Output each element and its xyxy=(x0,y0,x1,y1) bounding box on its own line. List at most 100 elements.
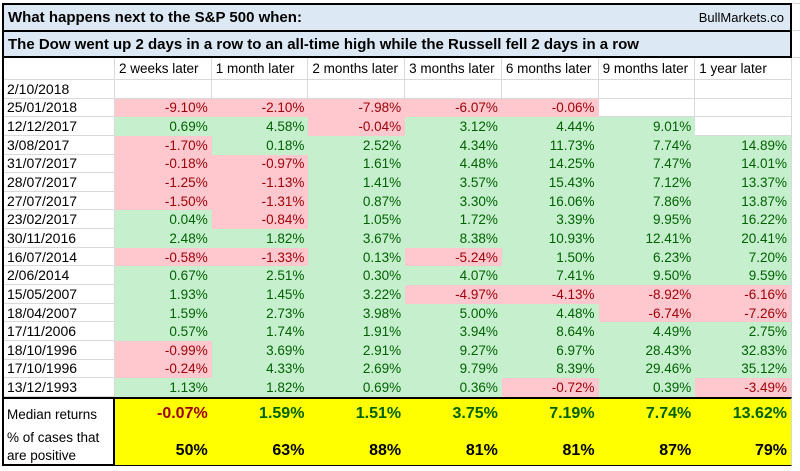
value-cell[interactable]: 7.74% xyxy=(598,135,696,155)
title-row-1[interactable]: What happens next to the S&P 500 when: B… xyxy=(4,5,790,32)
column-header-4[interactable]: 3 months later xyxy=(405,58,502,80)
median-value-cell[interactable]: 1.51% xyxy=(308,396,406,430)
value-cell[interactable]: 11.73% xyxy=(501,135,599,155)
value-cell[interactable]: -6.16% xyxy=(695,285,792,304)
value-cell[interactable]: -0.58% xyxy=(115,247,212,267)
value-cell[interactable]: 2.91% xyxy=(308,340,406,360)
value-cell[interactable]: 16.06% xyxy=(501,191,599,211)
value-cell[interactable]: -8.92% xyxy=(598,285,696,304)
value-cell[interactable] xyxy=(695,80,792,99)
value-cell[interactable]: 1.72% xyxy=(405,210,502,230)
value-cell[interactable]: 0.18% xyxy=(211,135,309,155)
date-cell[interactable]: 25/01/2018 xyxy=(4,98,115,118)
pct-positive-value-cell[interactable]: 63% xyxy=(211,429,309,466)
value-cell[interactable]: 0.57% xyxy=(115,322,212,341)
value-cell[interactable]: -6.74% xyxy=(598,303,696,323)
value-cell[interactable]: -0.99% xyxy=(115,340,212,360)
value-cell[interactable]: 2.75% xyxy=(695,322,792,341)
value-cell[interactable]: -2.10% xyxy=(211,98,309,118)
value-cell[interactable] xyxy=(308,80,406,99)
value-cell[interactable]: 2.73% xyxy=(211,303,309,323)
value-cell[interactable]: 0.36% xyxy=(405,378,502,397)
value-cell[interactable]: 9.50% xyxy=(598,266,696,286)
pct-positive-value-cell[interactable]: 88% xyxy=(308,429,406,466)
value-cell[interactable]: 7.20% xyxy=(695,247,792,267)
value-cell[interactable]: -3.49% xyxy=(695,378,792,397)
value-cell[interactable]: 4.49% xyxy=(598,322,696,341)
value-cell[interactable]: 4.58% xyxy=(211,117,309,136)
value-cell[interactable]: -0.84% xyxy=(211,210,309,230)
value-cell[interactable]: 12.41% xyxy=(598,229,696,248)
value-cell[interactable]: 0.30% xyxy=(308,266,406,286)
value-cell[interactable]: 0.04% xyxy=(115,210,212,230)
value-cell[interactable]: 1.82% xyxy=(211,378,309,397)
value-cell[interactable]: 2.48% xyxy=(115,229,212,248)
value-cell[interactable]: 0.13% xyxy=(308,247,406,267)
value-cell[interactable]: 28.43% xyxy=(598,340,696,360)
value-cell[interactable]: 4.44% xyxy=(501,117,599,136)
value-cell[interactable]: 1.05% xyxy=(308,210,406,230)
value-cell[interactable]: 5.00% xyxy=(405,303,502,323)
value-cell[interactable]: 0.39% xyxy=(598,378,696,397)
value-cell[interactable]: -0.72% xyxy=(501,378,599,397)
value-cell[interactable]: -1.13% xyxy=(211,173,309,192)
value-cell[interactable]: 2.69% xyxy=(308,359,406,379)
value-cell[interactable]: 3.12% xyxy=(405,117,502,136)
value-cell[interactable]: 1.50% xyxy=(501,247,599,267)
value-cell[interactable]: 3.69% xyxy=(211,340,309,360)
value-cell[interactable]: 6.23% xyxy=(598,247,696,267)
date-cell[interactable]: 31/07/2017 xyxy=(4,154,115,174)
value-cell[interactable]: 1.82% xyxy=(211,229,309,248)
value-cell[interactable]: -0.18% xyxy=(115,154,212,174)
value-cell[interactable]: 0.69% xyxy=(308,378,406,397)
value-cell[interactable]: -7.98% xyxy=(308,98,406,118)
column-header-3[interactable]: 2 months later xyxy=(308,58,406,80)
pct-positive-value-cell[interactable]: 79% xyxy=(695,429,792,466)
pct-positive-value-cell[interactable]: 50% xyxy=(115,429,212,466)
value-cell[interactable]: 9.79% xyxy=(405,359,502,379)
value-cell[interactable]: 3.57% xyxy=(405,173,502,192)
median-value-cell[interactable]: -0.07% xyxy=(115,396,212,430)
value-cell[interactable] xyxy=(598,80,696,99)
median-value-cell[interactable]: 13.62% xyxy=(695,396,792,430)
value-cell[interactable]: 8.64% xyxy=(501,322,599,341)
value-cell[interactable]: 0.69% xyxy=(115,117,212,136)
value-cell[interactable] xyxy=(695,117,792,136)
value-cell[interactable]: 29.46% xyxy=(598,359,696,379)
value-cell[interactable]: 9.95% xyxy=(598,210,696,230)
value-cell[interactable]: 1.13% xyxy=(115,378,212,397)
value-cell[interactable]: 3.39% xyxy=(501,210,599,230)
value-cell[interactable]: 3.30% xyxy=(405,191,502,211)
date-cell[interactable]: 2/06/2014 xyxy=(4,266,115,286)
value-cell[interactable]: -6.07% xyxy=(405,98,502,118)
value-cell[interactable] xyxy=(115,80,212,99)
value-cell[interactable]: 8.38% xyxy=(405,229,502,248)
median-value-cell[interactable]: 1.59% xyxy=(211,396,309,430)
value-cell[interactable]: 1.91% xyxy=(308,322,406,341)
value-cell[interactable]: -1.33% xyxy=(211,247,309,267)
value-cell[interactable]: 13.37% xyxy=(695,173,792,192)
value-cell[interactable]: 1.59% xyxy=(115,303,212,323)
value-cell[interactable]: 3.94% xyxy=(405,322,502,341)
value-cell[interactable]: -9.10% xyxy=(115,98,212,118)
value-cell[interactable]: 9.01% xyxy=(598,117,696,136)
median-value-cell[interactable]: 7.74% xyxy=(598,396,696,430)
value-cell[interactable]: 15.43% xyxy=(501,173,599,192)
date-cell[interactable]: 18/10/1996 xyxy=(4,340,115,360)
value-cell[interactable]: 7.86% xyxy=(598,191,696,211)
value-cell[interactable]: 14.89% xyxy=(695,135,792,155)
column-header-2[interactable]: 1 month later xyxy=(211,58,309,80)
value-cell[interactable]: 0.67% xyxy=(115,266,212,286)
date-cell[interactable]: 30/11/2016 xyxy=(4,229,115,248)
pct-positive-label[interactable]: % of cases that are positive xyxy=(4,429,115,466)
value-cell[interactable]: 4.48% xyxy=(501,303,599,323)
value-cell[interactable]: 1.61% xyxy=(308,154,406,174)
value-cell[interactable]: 3.22% xyxy=(308,285,406,304)
value-cell[interactable]: -1.50% xyxy=(115,191,212,211)
value-cell[interactable]: 16.22% xyxy=(695,210,792,230)
pct-positive-value-cell[interactable]: 87% xyxy=(598,429,696,466)
value-cell[interactable]: 14.25% xyxy=(501,154,599,174)
value-cell[interactable]: -0.06% xyxy=(501,98,599,118)
value-cell[interactable] xyxy=(405,80,502,99)
column-header-1[interactable]: 2 weeks later xyxy=(115,58,212,80)
